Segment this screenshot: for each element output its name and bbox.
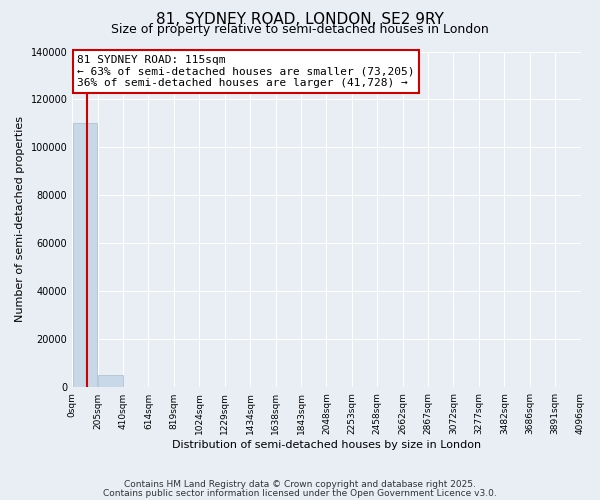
Text: 81, SYDNEY ROAD, LONDON, SE2 9RY: 81, SYDNEY ROAD, LONDON, SE2 9RY: [156, 12, 444, 28]
Text: Contains HM Land Registry data © Crown copyright and database right 2025.: Contains HM Land Registry data © Crown c…: [124, 480, 476, 489]
Text: 81 SYDNEY ROAD: 115sqm
← 63% of semi-detached houses are smaller (73,205)
36% of: 81 SYDNEY ROAD: 115sqm ← 63% of semi-det…: [77, 55, 415, 88]
Bar: [98, 376, 123, 388]
Text: Contains public sector information licensed under the Open Government Licence v3: Contains public sector information licen…: [103, 488, 497, 498]
Bar: [73, 124, 97, 388]
Text: Size of property relative to semi-detached houses in London: Size of property relative to semi-detach…: [111, 22, 489, 36]
Y-axis label: Number of semi-detached properties: Number of semi-detached properties: [15, 116, 25, 322]
X-axis label: Distribution of semi-detached houses by size in London: Distribution of semi-detached houses by …: [172, 440, 481, 450]
